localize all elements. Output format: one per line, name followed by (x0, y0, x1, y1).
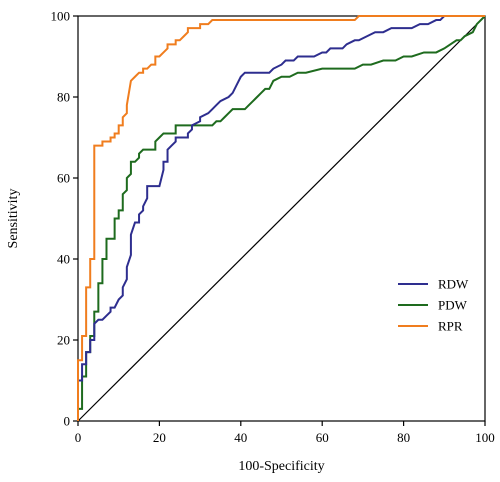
series-layer (77, 15, 486, 422)
x-tick-label: 80 (397, 430, 410, 445)
y-tick-label: 40 (57, 252, 70, 267)
series-line-pdw (77, 15, 486, 421)
x-tick-label: 40 (234, 430, 247, 445)
legend-label-pdw: PDW (438, 298, 468, 313)
legend-label-rdw: RDW (438, 277, 469, 292)
series-line-rpr (77, 15, 485, 421)
x-tick-label: 60 (316, 430, 329, 445)
y-tick-label: 80 (57, 90, 70, 105)
series-line-rdw (77, 15, 485, 421)
legend-label-rpr: RPR (438, 319, 463, 334)
y-axis-title: Sensitivity (6, 189, 21, 249)
legend: RDW PDW RPR (398, 277, 469, 334)
x-tick-label: 100 (475, 430, 495, 445)
x-tick-label: 20 (153, 430, 166, 445)
reference-diagonal-line (77, 15, 486, 422)
x-axis-title: 100-Specificity (238, 459, 324, 474)
y-tick-label: 20 (57, 333, 70, 348)
plot-area (77, 15, 486, 422)
y-tick-label: 0 (64, 414, 71, 429)
axes: 0 20 40 60 80 100 0 20 40 60 80 100 (51, 9, 495, 446)
x-tick-label: 0 (75, 430, 82, 445)
plot-frame (77, 15, 486, 422)
y-tick-label: 60 (57, 171, 70, 186)
y-tick-label: 100 (51, 9, 71, 24)
